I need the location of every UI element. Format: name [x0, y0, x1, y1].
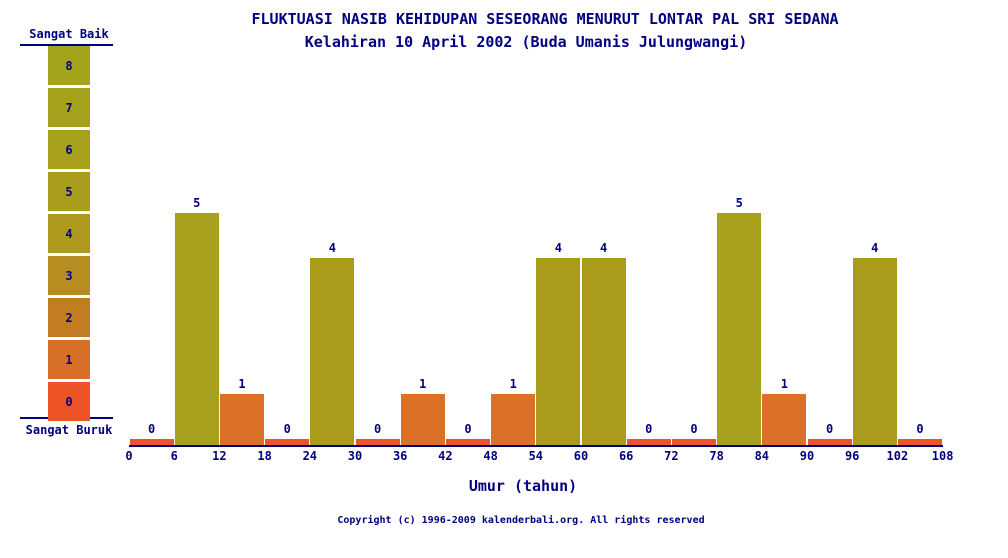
bar-age-18-24 — [265, 439, 310, 445]
bar-age-102-108 — [898, 439, 942, 445]
bar-value-label-age-90-96: 0 — [825, 422, 834, 436]
x-axis-line — [129, 445, 943, 447]
legend-cell-0: 0 — [48, 382, 90, 421]
x-tick-84: 84 — [754, 449, 770, 463]
chart-title: FLUKTUASI NASIB KEHIDUPAN SESEORANG MENU… — [251, 10, 839, 28]
bar-age-6-12 — [174, 213, 219, 445]
bar-value-label-age-6-12: 5 — [193, 196, 201, 210]
bar-age-72-78 — [672, 439, 716, 445]
bar-age-90-96 — [807, 439, 852, 445]
bar-value-label-age-54-60: 4 — [554, 241, 562, 256]
bar-value-label-age-18-24: 0 — [283, 422, 291, 436]
x-tick-66: 66 — [618, 449, 634, 463]
bar-value-label-age-60-66: 4 — [599, 241, 608, 256]
copyright-text: Copyright (c) 1996-2009 kalenderbali.org… — [337, 515, 705, 526]
x-tick-48: 48 — [483, 449, 498, 463]
bar-value-label-age-36-42: 1 — [419, 376, 427, 391]
bar-value-label-age-102-108: 0 — [916, 422, 924, 436]
bar-age-96-102 — [852, 258, 897, 445]
bar-age-54-60 — [536, 258, 581, 445]
bar-value-label-age-30-36: 0 — [373, 422, 382, 436]
bar-age-84-90 — [762, 393, 807, 445]
x-tick-108: 108 — [931, 449, 954, 463]
bar-age-48-54 — [491, 393, 536, 445]
x-tick-96: 96 — [844, 449, 860, 463]
bar-value-label-age-0-6: 0 — [147, 422, 156, 436]
legend-cell-5: 5 — [48, 172, 90, 211]
legend-cell-8: 8 — [48, 46, 90, 85]
legend-cell-4: 4 — [48, 214, 90, 253]
bar-age-30-36 — [355, 439, 400, 445]
bar-age-60-66 — [581, 258, 626, 445]
x-tick-30: 30 — [347, 449, 363, 463]
x-axis-tick-labels: 0 6 12 18 24 30 36 42 48 54 60 66 72 78 84 90 96 102 108 — [125, 449, 953, 464]
x-tick-0: 0 — [125, 449, 133, 463]
bar-value-label-age-48-54: 1 — [509, 376, 517, 391]
x-tick-54: 54 — [528, 449, 544, 463]
bar-value-label-age-42-48: 0 — [464, 422, 472, 436]
x-tick-6: 6 — [170, 449, 178, 463]
x-tick-18: 18 — [257, 449, 272, 463]
bar-value-label-age-24-30: 4 — [328, 241, 336, 256]
x-tick-12: 12 — [212, 449, 227, 463]
bar-age-12-18 — [220, 393, 264, 445]
bar-value-label-age-12-18: 1 — [238, 376, 246, 391]
x-tick-72: 72 — [664, 449, 679, 463]
bar-age-36-42 — [400, 393, 445, 445]
legend-cell-2: 2 — [48, 298, 90, 337]
bar-age-42-48 — [446, 439, 490, 445]
chart-subtitle: Kelahiran 10 April 2002 (Buda Umanis Jul… — [304, 33, 748, 51]
x-tick-42: 42 — [438, 449, 453, 463]
bar-age-0-6 — [129, 439, 174, 445]
x-tick-24: 24 — [302, 449, 318, 463]
bar-value-label-age-66-72: 0 — [645, 422, 653, 436]
x-tick-78: 78 — [709, 449, 724, 463]
bar-value-label-age-84-90: 1 — [780, 376, 788, 391]
legend-cell-7: 7 — [48, 88, 90, 127]
bar-age-66-72 — [626, 439, 671, 445]
legend-cell-6: 6 — [48, 130, 90, 169]
legend-cell-3: 3 — [48, 256, 90, 295]
x-tick-36: 36 — [392, 449, 408, 463]
bar-value-label-age-78-84: 5 — [735, 196, 743, 210]
legend-bottom-label: Sangat Buruk — [25, 423, 113, 437]
bar-age-24-30 — [310, 258, 355, 445]
x-tick-60: 60 — [573, 449, 589, 463]
bar-value-label-age-96-102: 4 — [871, 241, 879, 256]
bar-age-78-84 — [717, 213, 762, 445]
bar-value-label-age-72-78: 0 — [690, 422, 698, 436]
x-axis-label: Umur (tahun) — [468, 477, 578, 495]
legend-cell-1: 1 — [48, 340, 90, 379]
x-tick-90: 90 — [799, 449, 815, 463]
x-tick-102: 102 — [886, 449, 909, 463]
legend-top-label: Sangat Baik — [29, 27, 109, 41]
legend-top-line — [20, 44, 113, 46]
